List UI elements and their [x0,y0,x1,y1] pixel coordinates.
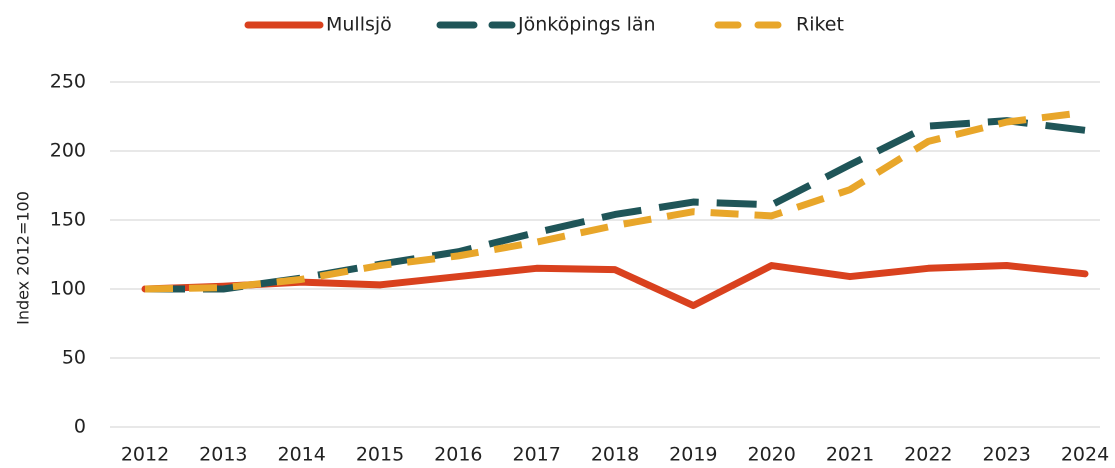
x-tick-label: 2022 [904,444,952,466]
x-tick-label: 2023 [982,444,1030,466]
y-tick-label: 50 [62,347,86,369]
series-line [145,117,1086,293]
x-tick-label: 2012 [121,444,169,466]
series-line [141,262,1089,310]
y-tick-label: 250 [50,71,86,93]
x-tick-label: 2019 [669,444,717,466]
x-tick-label: 2015 [356,444,404,466]
series-line [144,108,1086,293]
x-tick-label: 2018 [591,444,639,466]
legend-label: Mullsjö [326,14,392,36]
x-tick-label: 2014 [277,444,325,466]
legend-label: Jönköpings län [517,14,656,36]
y-tick-label: 200 [50,140,86,162]
x-tick-label: 2013 [199,444,247,466]
x-tick-label: 2024 [1061,444,1109,466]
y-tick-label: 0 [74,416,86,438]
legend-label: Riket [796,14,844,36]
x-tick-label: 2017 [512,444,560,466]
y-tick-label: 100 [50,278,86,300]
x-tick-label: 2021 [826,444,874,466]
x-tick-label: 2016 [434,444,482,466]
y-tick-label: 150 [50,209,86,231]
x-tick-label: 2020 [747,444,795,466]
y-axis-label: Index 2012=100 [14,191,33,325]
